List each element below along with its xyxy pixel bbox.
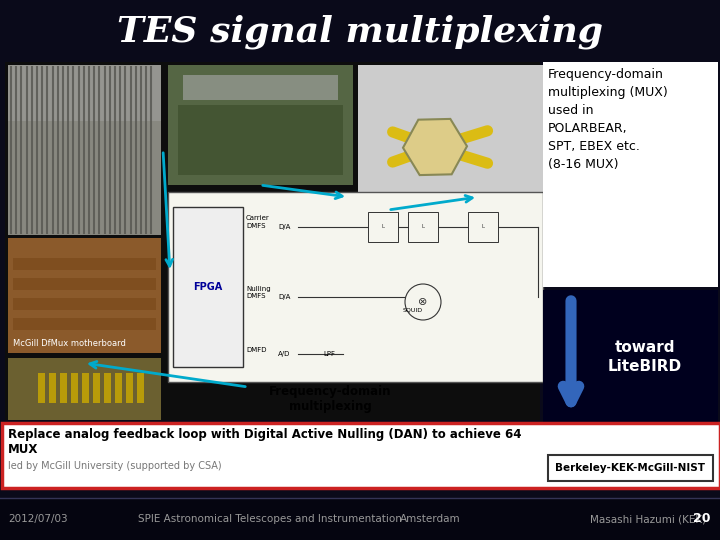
- Bar: [408, 212, 438, 242]
- Text: D/A: D/A: [278, 224, 290, 230]
- Bar: [8, 65, 161, 235]
- Text: Nulling
DMFS: Nulling DMFS: [246, 286, 271, 299]
- Text: FPGA: FPGA: [194, 282, 222, 292]
- Text: A/D: A/D: [278, 351, 290, 357]
- Text: McGill DfMux motherboard: McGill DfMux motherboard: [13, 339, 126, 348]
- Bar: [126, 373, 133, 403]
- Bar: [13, 258, 156, 270]
- Text: DMFD: DMFD: [246, 347, 266, 353]
- Bar: [13, 318, 156, 330]
- Text: 20: 20: [693, 512, 710, 525]
- Bar: [49, 373, 56, 403]
- Text: Masashi Hazumi (KEK): Masashi Hazumi (KEK): [590, 514, 706, 524]
- Bar: [368, 212, 398, 242]
- Bar: [71, 373, 78, 403]
- Bar: [543, 62, 718, 287]
- Bar: [468, 212, 498, 242]
- Text: L: L: [482, 225, 485, 230]
- Text: TES signal multiplexing: TES signal multiplexing: [117, 15, 603, 49]
- Bar: [13, 298, 156, 310]
- Text: SQUID: SQUID: [403, 307, 423, 313]
- Text: Replace analog feedback loop with Digital Active Nulling (DAN) to achieve 64
MUX: Replace analog feedback loop with Digita…: [8, 428, 521, 456]
- Text: SPIE Astronomical Telescopes and Instrumentation: SPIE Astronomical Telescopes and Instrum…: [138, 514, 402, 524]
- Bar: [168, 65, 353, 185]
- Bar: [173, 207, 243, 367]
- Bar: [104, 373, 111, 403]
- Text: LPF: LPF: [323, 351, 335, 357]
- Bar: [358, 65, 543, 210]
- Bar: [137, 373, 144, 403]
- Circle shape: [405, 284, 441, 320]
- Bar: [548, 455, 713, 481]
- Bar: [8, 358, 161, 420]
- Bar: [13, 278, 156, 290]
- Bar: [82, 373, 89, 403]
- Bar: [8, 65, 161, 121]
- Text: L: L: [421, 225, 425, 230]
- Text: L: L: [382, 225, 384, 230]
- Text: Frequency-domain
multiplexing: Frequency-domain multiplexing: [269, 385, 391, 413]
- Text: Berkeley-KEK-McGill-NIST: Berkeley-KEK-McGill-NIST: [555, 463, 705, 473]
- Text: Amsterdam: Amsterdam: [400, 514, 460, 524]
- Bar: [0, 498, 720, 540]
- Bar: [8, 238, 161, 353]
- Bar: [5, 62, 540, 420]
- Bar: [115, 373, 122, 403]
- Text: toward
LiteBIRD: toward LiteBIRD: [608, 340, 682, 374]
- Text: ⊗: ⊗: [418, 297, 428, 307]
- Text: Frequency-domain
multiplexing (MUX)
used in
POLARBEAR,
SPT, EBEX etc.
(8-16 MUX): Frequency-domain multiplexing (MUX) used…: [548, 68, 667, 171]
- Bar: [178, 105, 343, 175]
- Bar: [2, 423, 720, 488]
- Text: D/A: D/A: [278, 294, 290, 300]
- Text: Carrier
DMFS: Carrier DMFS: [246, 215, 270, 228]
- Bar: [543, 290, 718, 425]
- Bar: [93, 373, 100, 403]
- Text: led by McGill University (supported by CSA): led by McGill University (supported by C…: [8, 461, 222, 471]
- Bar: [60, 373, 67, 403]
- Bar: [38, 373, 45, 403]
- Bar: [183, 75, 338, 100]
- Text: 2012/07/03: 2012/07/03: [8, 514, 68, 524]
- Bar: [168, 192, 543, 382]
